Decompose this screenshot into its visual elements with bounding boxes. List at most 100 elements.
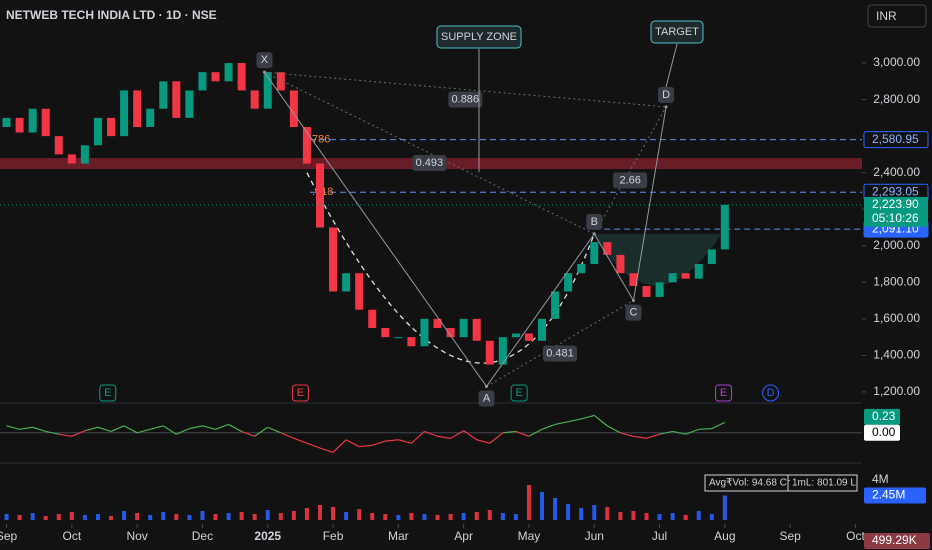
oscillator-segment [306,442,321,449]
oscillator-tag [864,408,900,425]
candle-body [2,117,11,127]
volume-bar [657,514,662,520]
oscillator-segment [672,430,686,435]
volume-bar [566,504,571,520]
volume-bar [553,498,558,520]
volume-bar [278,513,283,520]
volume-tick-label: 4M [872,472,889,486]
volume-bar [409,513,414,520]
candle-body [250,90,259,109]
y-tick-label: 1,800.00 [873,274,920,288]
candle-body [511,333,520,338]
volume-bar [122,511,127,520]
candle-body [394,337,403,339]
candle-body [263,72,272,109]
volume-bar [43,516,48,520]
candle-body [198,72,207,91]
chart-title: NETWEB TECH INDIA LTD · 1D · NSE [6,8,217,22]
pattern-point [631,299,635,303]
oscillator-segment [528,428,543,437]
x-tick-label: Jun [585,529,604,543]
oscillator-segment [685,428,699,435]
oscillator-tag-label: 0.23 [872,409,896,423]
oscillator-segment [450,430,464,439]
volume-bar [709,514,714,520]
event-label: E [720,387,727,399]
y-tick-label: 3,000.00 [873,55,920,69]
x-tick-label: Dec [192,529,213,543]
oscillator-segment [19,426,33,430]
fib-label: 786 [312,134,330,146]
pattern-ratio-line [264,71,595,235]
oscillator-segment [502,430,516,434]
oscillator-segment [411,430,425,444]
candle-body [80,145,89,164]
pattern-leg [486,233,595,387]
candle-body [707,249,716,265]
volume-bar [239,512,244,520]
volume-bar [540,492,545,520]
candle-body [185,90,194,118]
oscillator-segment [398,439,412,444]
event-marker [715,384,733,402]
pattern-leg [632,106,667,301]
candle-body [407,337,416,347]
candle-body [133,90,142,127]
candle-body [551,291,560,319]
target-label: TARGET [655,26,699,38]
x-tick-label: Oct [62,529,81,543]
candle-body [681,273,690,279]
x-tick-label: Jul [652,529,667,543]
x-tick-label: Sep [0,529,18,543]
last-price-tag [864,196,928,227]
pattern-point-box [256,52,273,69]
oscillator-segment [581,414,595,420]
pattern-point-box [625,304,642,321]
volume-bar [291,511,296,520]
volume-bar [683,515,688,520]
pattern-point [592,232,596,236]
volume-bar [109,516,114,520]
oscillator-segment [254,426,269,437]
oscillator-segment [32,426,46,432]
volume-bar [618,512,623,520]
candle-body [459,318,468,338]
candle-body [720,204,729,250]
y-tick-label: 1,200.00 [873,384,920,398]
oscillator-segment [568,418,582,423]
oscillator-segment [267,426,282,434]
volume-bar [592,505,597,520]
oscillator-segment [359,444,373,448]
volume-bar [161,512,166,520]
pattern-point [485,384,489,388]
pattern-point-label: D [662,89,670,101]
volume-bar [252,514,257,520]
candle-body [668,273,677,283]
volume-info-box [704,474,858,492]
x-tick-label: Feb [323,529,344,543]
x-tick-label: Apr [454,529,473,543]
candle-body [302,126,311,164]
pattern-point-box [586,213,603,230]
volume-bar [722,495,727,520]
oscillator-segment [646,433,660,439]
oscillator-segment [698,428,712,430]
oscillator-segment [150,425,164,430]
oscillator-segment [241,430,255,437]
volume-bar [304,508,309,520]
oscillator-segment [424,430,438,437]
volume-bar [487,510,492,520]
candle-body [41,108,50,137]
oscillator-segment [319,447,334,453]
volume-bar [30,513,35,520]
oscillator-segment [123,425,138,434]
candle-body [355,273,364,310]
volume-min-tag [864,533,930,549]
candle-body [642,285,651,297]
x-tick-label: 2025 [254,529,281,543]
candle-body [329,227,338,292]
oscillator-segment [385,439,399,442]
volume-bar [17,515,22,520]
